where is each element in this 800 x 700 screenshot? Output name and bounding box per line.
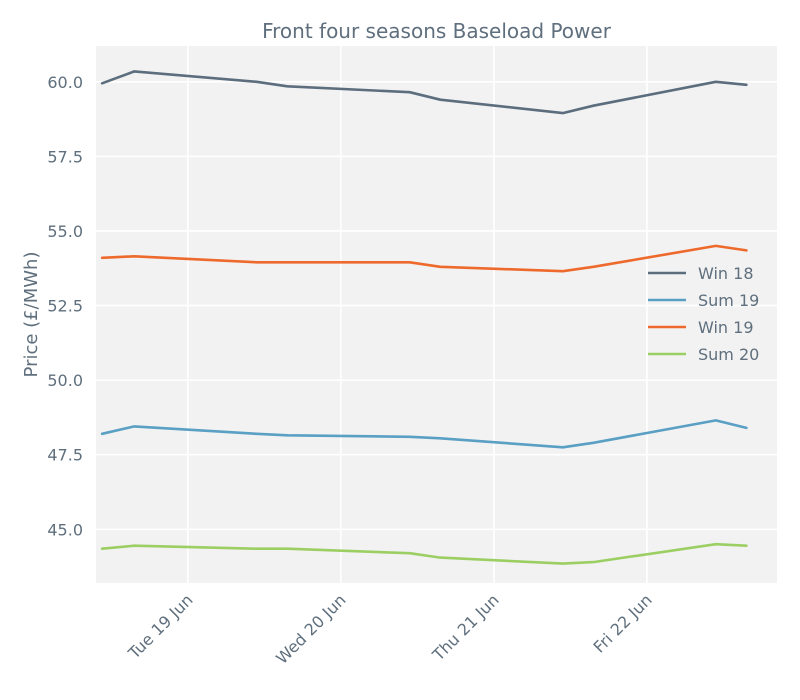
y-tick-label: 50.0 (47, 371, 83, 390)
y-tick-label: 47.5 (47, 446, 83, 465)
x-tick-label: Thu 21 Jun (428, 590, 503, 665)
y-tick-label: 45.0 (47, 520, 83, 539)
legend-label: Sum 19 (698, 291, 759, 310)
series-line-sum-20 (100, 542, 748, 565)
gridlines (96, 46, 777, 583)
y-tick-label: 52.5 (47, 297, 83, 316)
x-tick-label: Fri 22 Jun (590, 590, 656, 656)
legend: Win 18 Sum 19 Win 19 Sum 20 (648, 264, 759, 364)
chart-title: Front four seasons Baseload Power (262, 19, 612, 43)
series-lines (100, 70, 748, 565)
y-tick-label: 57.5 (47, 147, 83, 166)
series-line-sum-19 (100, 419, 748, 449)
plot-area (96, 46, 777, 583)
legend-label: Win 18 (698, 264, 754, 283)
y-axis-ticks: 45.0 47.5 50.0 52.5 55.0 57.5 60.0 (47, 73, 83, 539)
x-tick-label: Wed 20 Jun (272, 590, 349, 667)
y-tick-label: 60.0 (47, 73, 83, 92)
legend-label: Sum 20 (698, 345, 759, 364)
x-tick-label: Tue 19 Jun (124, 590, 197, 663)
series-line-win-19 (100, 244, 748, 273)
series-line-win-18 (100, 70, 748, 115)
y-axis-title: Price (£/MWh) (21, 252, 42, 378)
x-axis-ticks: Tue 19 Jun Wed 20 Jun Thu 21 Jun Fri 22 Jun (124, 590, 656, 667)
y-tick-label: 55.0 (47, 222, 83, 241)
legend-label: Win 19 (698, 318, 754, 337)
